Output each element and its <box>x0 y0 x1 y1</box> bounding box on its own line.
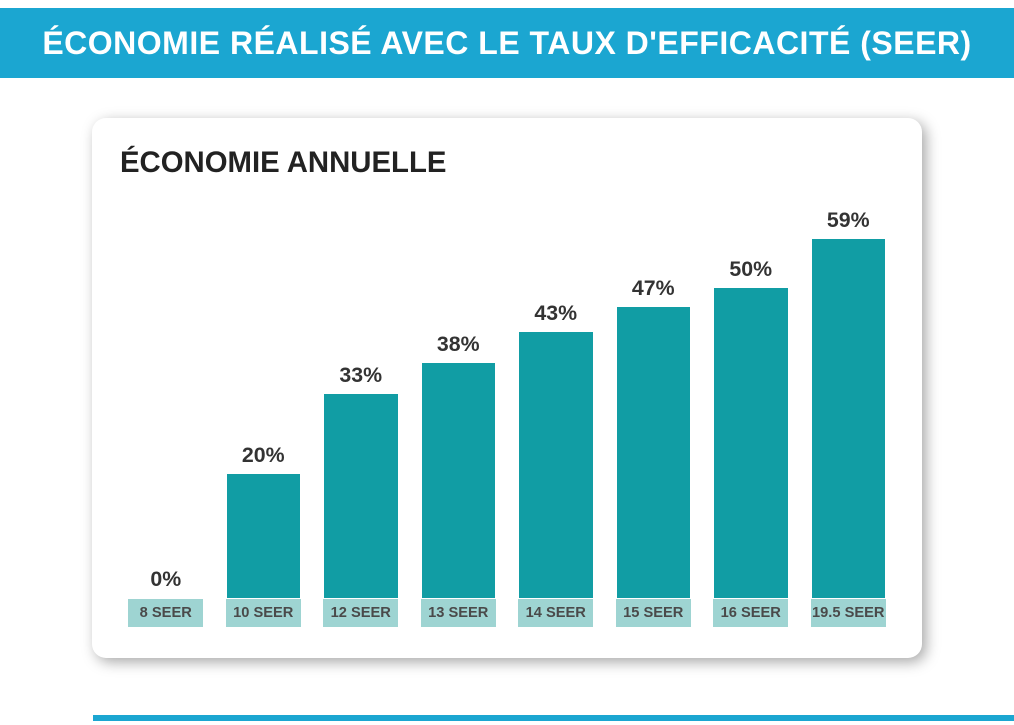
bar-slot: 47% 15 SEER <box>610 208 698 628</box>
bar-value-label: 20% <box>242 443 285 468</box>
bar-category-label: 15 SEER <box>615 598 692 628</box>
bar-chart: 0% 8 SEER 20% 10 SEER 33% 12 SEER 38% 13 SEER 43… <box>122 208 892 628</box>
bar-value-label: 50% <box>729 257 772 282</box>
chart-title: ÉCONOMIE ANNUELLE <box>120 146 894 180</box>
bar <box>227 474 301 598</box>
bar-value-label: 33% <box>339 363 382 388</box>
page-header-title: ÉCONOMIE RÉALISÉ AVEC LE TAUX D'EFFICACI… <box>42 25 971 62</box>
bars-row: 0% 8 SEER 20% 10 SEER 33% 12 SEER 38% 13 SEER 43… <box>122 208 892 628</box>
bar-slot: 20% 10 SEER <box>220 208 308 628</box>
bar <box>812 239 886 598</box>
bar-slot: 33% 12 SEER <box>317 208 405 628</box>
bar-slot: 59% 19.5 SEER <box>805 208 893 628</box>
bar-slot: 38% 13 SEER <box>415 208 503 628</box>
bar-value-label: 59% <box>827 208 870 233</box>
bar-value-label: 43% <box>534 301 577 326</box>
bar <box>422 363 496 598</box>
bar-category-label: 12 SEER <box>322 598 399 628</box>
bar-category-label: 8 SEER <box>127 598 204 628</box>
chart-card: ÉCONOMIE ANNUELLE 0% 8 SEER 20% 10 SEER 33% 1… <box>92 118 922 658</box>
bar-slot: 43% 14 SEER <box>512 208 600 628</box>
bar-slot: 0% 8 SEER <box>122 208 210 628</box>
bar-category-label: 10 SEER <box>225 598 302 628</box>
bar-value-label: 47% <box>632 276 675 301</box>
page-header: ÉCONOMIE RÉALISÉ AVEC LE TAUX D'EFFICACI… <box>0 8 1014 78</box>
bar <box>519 332 593 598</box>
bar <box>714 288 788 598</box>
bar <box>617 307 691 598</box>
bar-category-label: 13 SEER <box>420 598 497 628</box>
bar-category-label: 14 SEER <box>517 598 594 628</box>
bar-value-label: 38% <box>437 332 480 357</box>
bar-category-label: 19.5 SEER <box>810 598 887 628</box>
bar-value-label: 0% <box>150 567 181 592</box>
bar <box>324 394 398 598</box>
bar-slot: 50% 16 SEER <box>707 208 795 628</box>
bar-category-label: 16 SEER <box>712 598 789 628</box>
footer-accent-line <box>93 715 1014 721</box>
